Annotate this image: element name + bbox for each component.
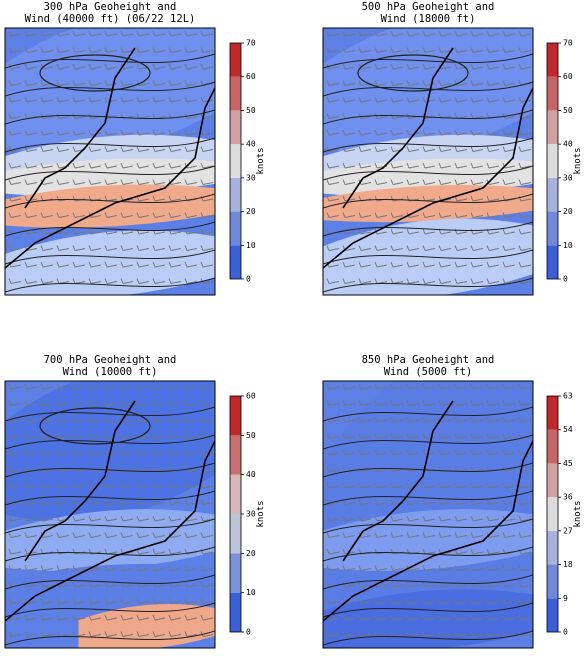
panel-title: 700 hPa Geoheight and (44, 354, 177, 366)
colorbar-tick-label: 30 (563, 173, 573, 182)
colorbar-frame (546, 395, 559, 633)
colorbar-tick-label: 50 (246, 106, 256, 115)
colorbar-tick-label: 0 (246, 275, 251, 284)
colorbar-tick-label: 60 (246, 72, 256, 81)
colorbar-tick-label: 54 (563, 425, 573, 434)
colorbar-tick-label: 63 (563, 392, 573, 401)
colorbar-tick-label: 70 (246, 39, 256, 48)
colorbar-bin (547, 564, 558, 599)
colorbar-bin (230, 396, 241, 436)
colorbar-tick-label: 60 (563, 72, 573, 81)
colorbar-label: knots (256, 147, 266, 174)
colorbar-bin (230, 245, 241, 279)
map-frame (4, 380, 216, 649)
colorbar-tick-label: 36 (563, 493, 573, 502)
colorbar-tick-label: 40 (563, 140, 573, 149)
colorbar-tick-label: 0 (563, 275, 568, 284)
colorbar-bin (230, 211, 241, 246)
colorbar-tick-label: 50 (563, 106, 573, 115)
map (323, 28, 533, 295)
colorbar-tick-label: 0 (563, 628, 568, 637)
colorbar-bin (230, 43, 241, 77)
colorbar-frame (546, 42, 559, 280)
colorbar-bin (230, 474, 241, 514)
panel-title: Wind (10000 ft) (63, 366, 158, 378)
colorbar-tick-label: 50 (246, 431, 256, 440)
colorbar-label: knots (573, 500, 583, 527)
colorbar-bin (230, 553, 241, 593)
colorbar-bin (547, 43, 558, 77)
panel-title: 500 hPa Geoheight and (362, 1, 495, 13)
panel-title: 850 hPa Geoheight and (362, 354, 495, 366)
map-frame (4, 27, 216, 296)
colorbar-bin (547, 245, 558, 279)
colorbar-tick-label: 30 (246, 510, 256, 519)
colorbar-tick-label: 20 (246, 549, 256, 558)
panel-title: Wind (18000 ft) (381, 13, 476, 25)
map (5, 381, 215, 648)
colorbar-tick-label: 20 (246, 207, 256, 216)
colorbar-tick-label: 9 (563, 594, 568, 603)
panel-title: 300 hPa Geoheight and (44, 1, 177, 13)
colorbar-bin (547, 497, 558, 531)
colorbar-bin (547, 396, 558, 430)
colorbar-tick-label: 18 (563, 560, 573, 569)
colorbar-bin (547, 110, 558, 145)
colorbar-label: knots (256, 500, 266, 527)
panel-title: Wind (5000 ft) (384, 366, 473, 378)
colorbar-tick-label: 60 (246, 392, 256, 401)
colorbar-bin (547, 530, 558, 565)
colorbar-tick-label: 70 (563, 39, 573, 48)
colorbar-bin (230, 514, 241, 554)
map-frame (322, 380, 534, 649)
colorbar-frame (229, 42, 242, 280)
colorbar-tick-label: 10 (246, 241, 256, 250)
colorbar-bin (230, 177, 241, 212)
colorbar-bin (547, 211, 558, 246)
panel-title: Wind (40000 ft) (06/22 12L) (25, 13, 196, 25)
colorbar-tick-label: 10 (563, 241, 573, 250)
colorbar-bin (230, 144, 241, 178)
colorbar-bin (230, 110, 241, 145)
map (5, 28, 215, 295)
colorbar-bin (547, 144, 558, 178)
map-frame (322, 27, 534, 296)
colorbar-tick-label: 0 (246, 628, 251, 637)
colorbar-bin (230, 76, 241, 111)
colorbar-tick-label: 30 (246, 173, 256, 182)
map (323, 381, 533, 648)
colorbar-bin (547, 177, 558, 212)
colorbar-bin (230, 592, 241, 632)
colorbar-tick-label: 27 (563, 526, 573, 535)
colorbar-bin (230, 435, 241, 475)
colorbar-bin (547, 463, 558, 498)
colorbar-tick-label: 40 (246, 140, 256, 149)
colorbar-bin (547, 429, 558, 464)
colorbar-tick-label: 40 (246, 470, 256, 479)
colorbar-bin (547, 598, 558, 632)
colorbar-tick-label: 10 (246, 588, 256, 597)
colorbar-tick-label: 45 (563, 459, 573, 468)
colorbar-bin (547, 76, 558, 111)
colorbar-tick-label: 20 (563, 207, 573, 216)
colorbar-label: knots (573, 147, 583, 174)
